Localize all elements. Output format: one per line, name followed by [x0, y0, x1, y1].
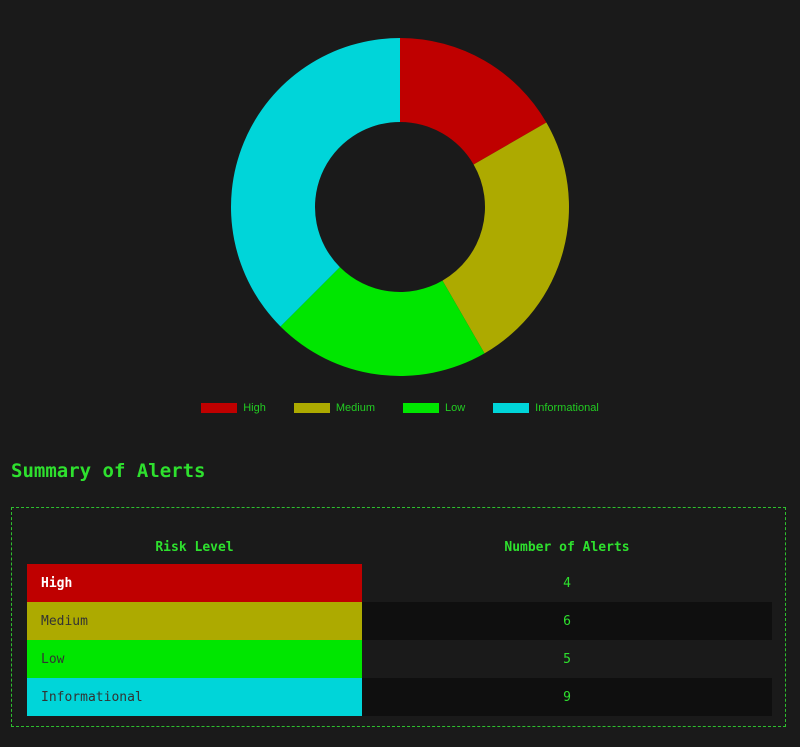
- table-row: Medium 6: [27, 602, 772, 640]
- legend-label: Informational: [535, 402, 599, 414]
- summary-title: Summary of Alerts: [11, 460, 206, 482]
- alert-count-cell: 4: [362, 564, 772, 602]
- slice-high[interactable]: [400, 38, 547, 165]
- table-row: Low 5: [27, 640, 772, 678]
- risk-level-cell: Medium: [27, 602, 362, 640]
- donut-chart: [231, 38, 570, 376]
- header-risk-level: Risk Level: [155, 539, 234, 555]
- slice-medium[interactable]: [442, 122, 570, 354]
- header-number-of-alerts: Number of Alerts: [504, 539, 630, 555]
- slice-low[interactable]: [280, 267, 485, 376]
- legend-swatch: [293, 403, 330, 413]
- legend-item-high[interactable]: High: [201, 402, 266, 414]
- summary-table-container: Risk Level Number of Alerts High 4 Medium 6…: [11, 507, 786, 727]
- legend-item-medium[interactable]: Medium: [293, 402, 375, 414]
- summary-table: Risk Level Number of Alerts High 4 Medium 6…: [27, 530, 772, 716]
- chart-legend: High Medium Low Informational: [0, 402, 800, 414]
- risk-level-cell: Low: [27, 640, 362, 678]
- slice-informational[interactable]: [231, 38, 400, 327]
- alert-count-cell: 5: [362, 640, 772, 678]
- legend-label: Medium: [335, 402, 375, 414]
- legend-item-low[interactable]: Low: [402, 402, 466, 414]
- legend-item-informational[interactable]: Informational: [493, 402, 599, 414]
- legend-label: High: [243, 402, 266, 414]
- legend-swatch: [402, 403, 439, 413]
- alert-count-cell: 6: [362, 602, 772, 640]
- legend-label: Low: [444, 402, 466, 414]
- risk-level-cell: High: [27, 564, 362, 602]
- risk-level-cell: Informational: [27, 678, 362, 716]
- table-row: Informational 9: [27, 678, 772, 716]
- alert-count-cell: 9: [362, 678, 772, 716]
- table-row: High 4: [27, 564, 772, 602]
- legend-swatch: [201, 403, 238, 413]
- legend-swatch: [493, 403, 530, 413]
